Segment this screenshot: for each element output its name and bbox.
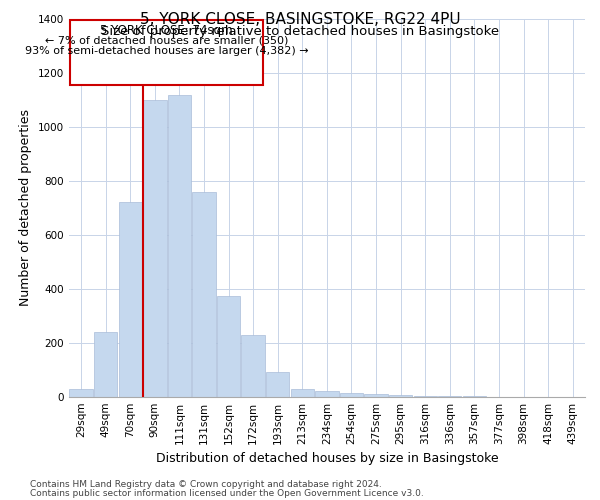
Text: 5 YORK CLOSE: 74sqm: 5 YORK CLOSE: 74sqm: [100, 24, 233, 38]
Text: ← 7% of detached houses are smaller (350): ← 7% of detached houses are smaller (350…: [45, 35, 288, 45]
Bar: [315, 392, 338, 396]
Bar: [364, 394, 388, 396]
Bar: [217, 296, 240, 396]
Bar: [241, 334, 265, 396]
Text: 93% of semi-detached houses are larger (4,382) →: 93% of semi-detached houses are larger (…: [25, 46, 308, 56]
Bar: [94, 332, 118, 396]
Text: 5, YORK CLOSE, BASINGSTOKE, RG22 4PU: 5, YORK CLOSE, BASINGSTOKE, RG22 4PU: [140, 12, 460, 28]
Bar: [119, 202, 142, 396]
Bar: [340, 392, 363, 396]
Text: Size of property relative to detached houses in Basingstoke: Size of property relative to detached ho…: [101, 25, 499, 38]
Y-axis label: Number of detached properties: Number of detached properties: [19, 110, 32, 306]
Bar: [70, 388, 93, 396]
Text: Contains HM Land Registry data © Crown copyright and database right 2024.: Contains HM Land Registry data © Crown c…: [30, 480, 382, 489]
Bar: [266, 372, 289, 396]
Bar: [70, 20, 263, 85]
Bar: [389, 394, 412, 396]
Bar: [290, 388, 314, 396]
Bar: [193, 192, 215, 396]
Bar: [168, 94, 191, 397]
X-axis label: Distribution of detached houses by size in Basingstoke: Distribution of detached houses by size …: [155, 452, 498, 465]
Text: Contains public sector information licensed under the Open Government Licence v3: Contains public sector information licen…: [30, 488, 424, 498]
Bar: [143, 100, 167, 396]
